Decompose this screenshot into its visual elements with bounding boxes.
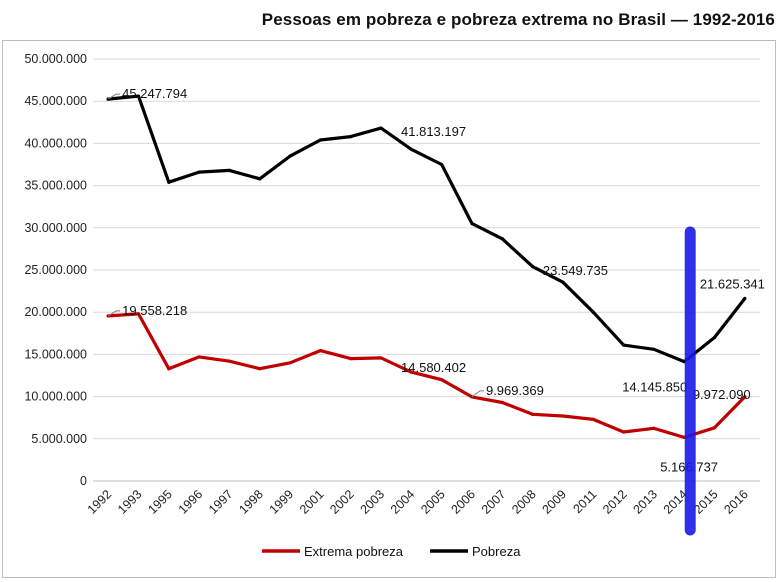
- y-tick-label: 0: [80, 474, 87, 488]
- x-tick-label: 2003: [358, 487, 388, 517]
- y-tick-label: 30.000.000: [24, 221, 87, 235]
- data-point-extrema-pobreza: [167, 367, 171, 371]
- data-point-pobreza: [531, 265, 535, 269]
- data-label: 14.580.402: [401, 360, 466, 375]
- y-tick-label: 5.000.000: [31, 432, 87, 446]
- x-tick-label: 2002: [327, 487, 357, 517]
- x-tick-label: 2016: [721, 487, 751, 517]
- data-point-extrema-pobreza: [621, 430, 626, 434]
- x-tick-label: 2013: [630, 487, 660, 517]
- data-point-extrema-pobreza: [318, 349, 322, 353]
- data-label: 19.558.218: [122, 303, 187, 318]
- data-point-extrema-pobreza: [652, 426, 656, 430]
- data-label-leader: [471, 390, 484, 398]
- data-point-pobreza: [167, 180, 171, 184]
- x-tick-label: 2012: [600, 487, 630, 517]
- data-label-leader: [107, 310, 121, 317]
- x-tick-label: 1993: [115, 487, 145, 517]
- series-line-pobreza: [106, 94, 747, 364]
- x-tick-label: 1996: [176, 487, 206, 517]
- data-point-pobreza: [197, 170, 201, 174]
- data-point-extrema-pobreza: [440, 378, 444, 382]
- data-point-pobreza: [652, 347, 656, 351]
- data-label: 23.549.735: [543, 263, 608, 278]
- x-tick-label: 2011: [570, 487, 599, 516]
- x-tick-label: 2007: [479, 487, 509, 517]
- data-point-extrema-pobreza: [379, 356, 383, 360]
- data-point-extrema-pobreza: [591, 417, 595, 421]
- data-point-extrema-pobreza: [712, 426, 717, 430]
- x-tick-label: 2009: [539, 487, 569, 517]
- data-point-pobreza: [591, 310, 595, 314]
- data-point-pobreza: [621, 343, 626, 347]
- x-tick-label: 2004: [388, 487, 418, 517]
- legend-label-pobreza: Pobreza: [472, 544, 521, 559]
- data-point-extrema-pobreza: [136, 312, 141, 316]
- x-tick-label: 2005: [418, 487, 448, 517]
- x-tick-label: 1999: [267, 487, 297, 517]
- data-label-leader: [107, 93, 121, 100]
- data-point-pobreza: [712, 335, 717, 340]
- data-point-extrema-pobreza: [258, 367, 262, 371]
- y-tick-label: 20.000.000: [24, 305, 87, 319]
- x-tick-label: 2001: [297, 487, 327, 517]
- chart-title: Pessoas em pobreza e pobreza extrema no …: [261, 10, 775, 29]
- x-tick-label: 2008: [509, 487, 539, 517]
- data-point-pobreza: [500, 237, 504, 241]
- data-point-pobreza: [409, 147, 413, 151]
- x-tick-label: 2006: [449, 487, 479, 517]
- data-point-extrema-pobreza: [500, 400, 504, 405]
- data-point-pobreza: [470, 221, 474, 226]
- data-point-pobreza: [349, 135, 353, 139]
- data-point-extrema-pobreza: [409, 370, 413, 374]
- data-point-pobreza: [561, 280, 565, 284]
- x-tick-label: 1997: [206, 487, 236, 517]
- data-point-pobreza: [318, 138, 322, 142]
- data-label: 41.813.197: [401, 124, 466, 139]
- legend-label-extrema-pobreza: Extrema pobreza: [304, 544, 404, 559]
- data-label: 21.625.341: [700, 276, 765, 291]
- y-tick-label: 10.000.000: [24, 390, 87, 404]
- data-point-pobreza: [288, 154, 292, 158]
- x-tick-label: 1992: [85, 487, 115, 517]
- data-label: 9.972.090: [693, 387, 751, 402]
- data-point-pobreza: [227, 168, 232, 173]
- data-point-extrema-pobreza: [743, 395, 747, 399]
- data-point-pobreza: [743, 296, 747, 301]
- data-point-pobreza: [440, 162, 444, 167]
- data-point-extrema-pobreza: [227, 359, 232, 363]
- data-point-extrema-pobreza: [288, 361, 292, 365]
- x-tick-label: 1998: [236, 487, 266, 517]
- y-tick-label: 45.000.000: [24, 94, 87, 108]
- y-tick-label: 50.000.000: [24, 52, 87, 66]
- series-line-extrema-pobreza: [106, 312, 747, 439]
- data-point-pobreza: [258, 177, 262, 181]
- data-point-extrema-pobreza: [531, 412, 535, 416]
- y-tick-label: 25.000.000: [24, 263, 87, 277]
- data-point-extrema-pobreza: [349, 357, 353, 361]
- chart-frame: [2, 40, 776, 578]
- data-point-extrema-pobreza: [561, 414, 565, 418]
- data-point-pobreza: [136, 94, 141, 98]
- data-point-pobreza: [379, 126, 383, 130]
- y-tick-label: 35.000.000: [24, 179, 87, 193]
- data-label: 9.969.369: [486, 383, 544, 398]
- x-tick-label: 1995: [145, 487, 175, 517]
- data-point-extrema-pobreza: [197, 355, 201, 359]
- data-label: 45.247.794: [122, 86, 187, 101]
- y-tick-label: 40.000.000: [24, 136, 87, 150]
- y-tick-label: 15.000.000: [24, 347, 87, 361]
- data-label: 14.145.850: [622, 380, 687, 395]
